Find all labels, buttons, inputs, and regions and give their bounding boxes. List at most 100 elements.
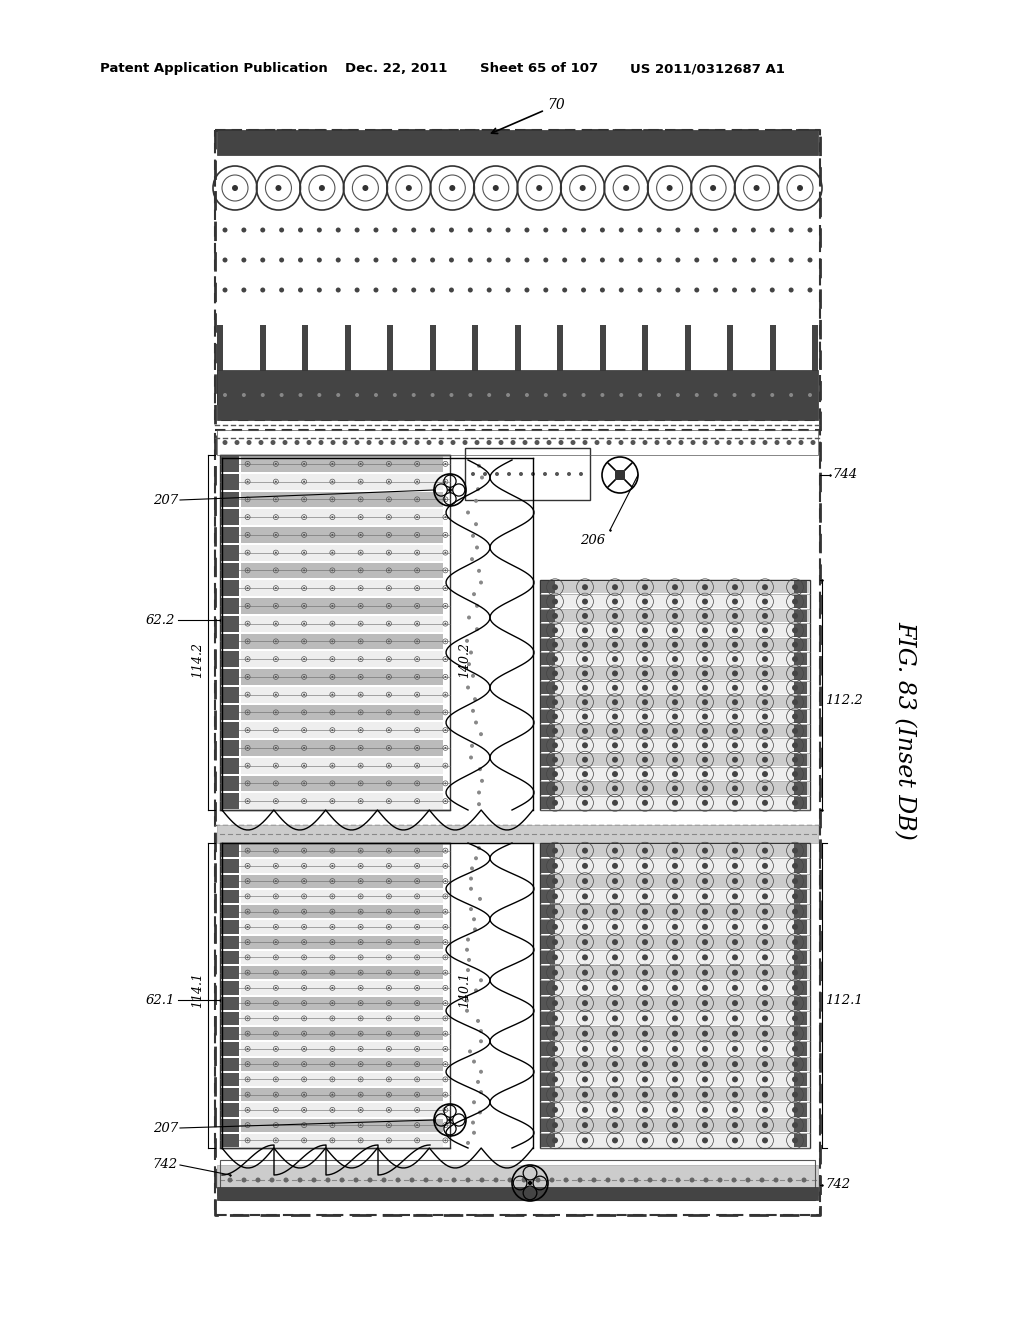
Circle shape	[592, 1177, 597, 1183]
Circle shape	[792, 924, 798, 929]
Bar	[794, 739, 807, 751]
Circle shape	[452, 1177, 457, 1183]
Circle shape	[550, 1177, 555, 1183]
Circle shape	[642, 1076, 648, 1082]
Circle shape	[582, 700, 588, 705]
Circle shape	[303, 972, 305, 974]
Circle shape	[702, 1076, 708, 1082]
Bar	[541, 920, 555, 933]
Circle shape	[600, 288, 605, 293]
Bar	[794, 710, 807, 723]
Circle shape	[595, 440, 599, 445]
Circle shape	[392, 288, 397, 293]
Circle shape	[745, 1177, 751, 1183]
Circle shape	[472, 1060, 476, 1064]
Circle shape	[642, 585, 648, 590]
Circle shape	[223, 393, 227, 397]
Circle shape	[672, 1061, 678, 1067]
Bar	[541, 981, 809, 994]
Circle shape	[792, 1076, 798, 1082]
Bar	[794, 920, 807, 933]
Circle shape	[612, 970, 618, 975]
Circle shape	[416, 693, 418, 696]
Bar	[221, 906, 240, 919]
Circle shape	[274, 676, 276, 678]
Circle shape	[552, 1122, 558, 1129]
Circle shape	[732, 756, 738, 763]
Circle shape	[416, 533, 418, 536]
Bar	[794, 624, 807, 636]
Circle shape	[470, 744, 474, 748]
Circle shape	[416, 972, 418, 974]
Circle shape	[552, 1001, 558, 1006]
Circle shape	[247, 1002, 249, 1005]
Circle shape	[473, 928, 477, 932]
Circle shape	[479, 1030, 483, 1034]
Circle shape	[303, 587, 305, 589]
Circle shape	[303, 1002, 305, 1005]
Text: 70: 70	[492, 98, 565, 133]
Circle shape	[388, 533, 390, 536]
Circle shape	[702, 1031, 708, 1036]
Bar	[541, 667, 809, 680]
Bar	[221, 758, 240, 774]
Circle shape	[479, 978, 483, 982]
Circle shape	[762, 1045, 768, 1052]
Bar	[241, 581, 443, 597]
Bar	[794, 843, 807, 857]
Circle shape	[247, 659, 249, 660]
Circle shape	[359, 480, 361, 483]
Circle shape	[472, 593, 476, 597]
Circle shape	[336, 257, 341, 263]
Circle shape	[676, 227, 680, 232]
Circle shape	[732, 714, 738, 719]
Circle shape	[406, 185, 412, 191]
Bar	[541, 1011, 555, 1026]
Circle shape	[552, 908, 558, 915]
Circle shape	[672, 700, 678, 705]
Circle shape	[762, 700, 768, 705]
Circle shape	[552, 954, 558, 961]
Circle shape	[792, 1122, 798, 1129]
Circle shape	[449, 288, 454, 293]
Circle shape	[552, 585, 558, 590]
Circle shape	[582, 393, 586, 397]
Circle shape	[672, 1031, 678, 1036]
Circle shape	[802, 1177, 807, 1183]
Circle shape	[247, 516, 249, 519]
Circle shape	[247, 880, 249, 882]
Circle shape	[332, 1078, 334, 1080]
Circle shape	[475, 545, 479, 549]
Circle shape	[388, 587, 390, 589]
Circle shape	[416, 1125, 418, 1126]
Bar	[541, 725, 809, 737]
Circle shape	[702, 970, 708, 975]
Bar	[221, 581, 240, 597]
Circle shape	[792, 612, 798, 619]
Bar	[794, 783, 807, 795]
Circle shape	[612, 985, 618, 991]
Circle shape	[260, 257, 265, 263]
Bar	[794, 768, 807, 780]
Circle shape	[247, 623, 249, 624]
Circle shape	[762, 1138, 768, 1143]
Circle shape	[359, 516, 361, 519]
Circle shape	[702, 908, 708, 915]
Circle shape	[718, 1177, 723, 1183]
Circle shape	[280, 227, 284, 232]
Bar	[541, 754, 809, 766]
Circle shape	[392, 257, 397, 263]
Circle shape	[773, 1177, 778, 1183]
Circle shape	[242, 1177, 247, 1183]
Circle shape	[477, 846, 481, 850]
Circle shape	[811, 440, 815, 445]
Circle shape	[332, 499, 334, 500]
Circle shape	[731, 1177, 736, 1183]
Circle shape	[582, 1138, 588, 1143]
Circle shape	[763, 440, 768, 445]
Circle shape	[672, 1107, 678, 1113]
Circle shape	[359, 676, 361, 678]
Circle shape	[582, 863, 588, 869]
Bar	[541, 739, 809, 751]
Circle shape	[618, 440, 624, 445]
